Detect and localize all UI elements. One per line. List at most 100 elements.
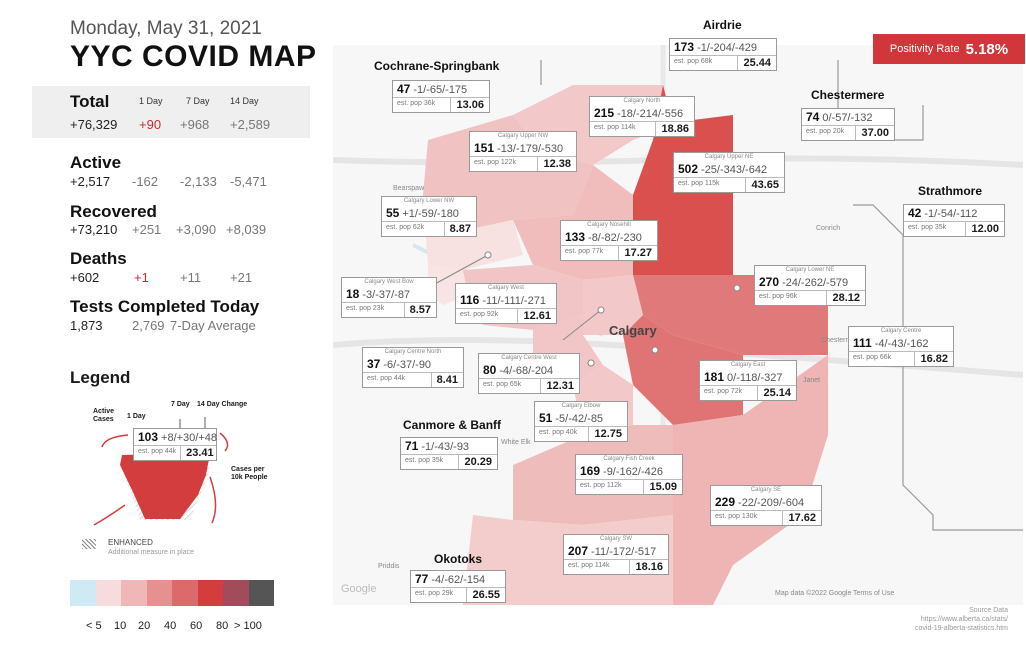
region-card[interactable]: Calgary Upper NW 151 -13/-179/-530 est. pop… [469,131,577,172]
region-change: -13/-179/-530 [497,143,564,155]
region-rate: 18.86 [661,123,689,135]
legend-example-change: +8/+30/+48 [161,432,218,444]
region-card[interactable]: Calgary Centre North 37 -6/-37/-90 est. pop… [362,347,464,388]
region-rate: 17.27 [624,247,652,259]
active-row: +2,517 -162 -2,133 -5,471 [70,174,310,190]
region-card[interactable]: 47 -1/-65/-175 est. pop 36k 13.06 [392,80,490,113]
region-change: -11/-172/-517 [591,546,657,558]
region-cases: 169 [580,464,601,478]
region-cases: 207 [568,544,589,558]
positivity-value: 5.18% [965,40,1009,58]
region-subname: Calgary East [730,362,766,368]
scale-label: 40 [164,620,177,632]
arrow-left [93,504,126,526]
region-se [673,355,828,605]
region-card[interactable]: 173 -1/-204/-429 est. pop 68k 25.44 [669,38,777,71]
region-card-foot: est. pop 40k 12.75 [535,426,627,441]
region-card[interactable]: 74 0/-57/-132 est. pop 20k 37.00 [801,108,895,141]
enhanced-hatch-icon [82,539,96,549]
deaths-row: +602 +1 +11 +21 [70,270,310,286]
region-card[interactable]: Calgary Centre 111 -4/-43/-162 est. pop 66k… [848,326,954,367]
region-rate: 17.62 [788,512,816,524]
region-pop: est. pop 44k [363,373,432,387]
region-card-main: 51 -5/-42/-85 [535,410,627,426]
region-change: -1/-204/-429 [697,42,757,54]
region-card-main: 181 0/-118/-327 [700,369,796,385]
region-card[interactable]: Calgary SW 207 -11/-172/-517 est. pop 114k 1… [563,534,669,575]
region-pop: est. pop 112k [576,480,645,494]
region-cases: 133 [565,230,586,244]
region-pop: est. pop 92k [456,309,519,323]
active-1day: -162 [132,174,159,189]
region-card-main: 37 -6/-37/-90 [363,356,463,372]
legend-example-pop: est. pop 44k [134,446,182,460]
legend-label-1day: 1 Day [127,413,146,420]
region-card-main: 47 -1/-65/-175 [393,81,489,97]
active-label: Active [70,153,122,172]
recovered-1day: +251 [132,222,162,237]
region-subname: Calgary North [623,98,661,104]
region-card-foot: est. pop 20k 37.00 [802,125,894,140]
region-card-main: 173 -1/-204/-429 [670,39,776,55]
region-card[interactable]: Calgary West Bow 18 -3/-37/-87 est. pop 23k… [341,277,437,318]
region-card[interactable]: Calgary Upper NE 502 -25/-343/-642 est. pop… [673,152,785,193]
deaths-label: Deaths [70,249,127,268]
region-name: Airdrie [703,18,742,32]
region-pop: est. pop 77k [561,246,620,260]
region-card[interactable]: Calgary East 181 0/-118/-327 est. pop 72k 25… [699,360,797,401]
region-name: Strathmore [918,184,983,198]
region-card[interactable]: 42 -1/-54/-112 est. pop 35k 12.00 [903,204,1005,237]
region-card-main: 55 +1/-59/-180 [382,205,476,221]
col-header-1day: 1 Day [139,96,163,106]
region-card[interactable]: Calgary SE 229 -22/-209/-604 est. pop 130k 1… [710,485,822,526]
tests-label: Tests Completed Today [70,297,260,316]
region-card[interactable]: Calgary Centre West 80 -4/-68/-204 est. pop… [478,353,580,394]
region-subname: Calgary SE [750,487,782,493]
region-cases: 111 [853,336,872,350]
region-card[interactable]: 71 -1/-43/-93 est. pop 35k 20.29 [400,437,498,470]
region-change: -9/-162/-426 [603,466,663,478]
region-change: 0/-118/-327 [727,372,783,384]
region-card-foot: est. pop 72k 25.14 [700,385,796,400]
region-card[interactable]: Calgary West 116 -11/-111/-271 est. pop 92k… [455,283,557,324]
place-white-elk: White Elk [501,439,531,446]
tests-row: 1,873 2,769 7-Day Average [70,318,310,334]
region-change: -8/-82/-230 [588,232,642,244]
region-name: Cochrane-Springbank [374,59,500,73]
region-pop: est. pop 115k [674,178,747,192]
region-card-main: 77 -4/-62/-154 [411,571,505,587]
region-card-main: 74 0/-57/-132 [802,109,894,125]
region-rate: 13.06 [456,99,484,111]
region-card[interactable]: Calgary Fish Creek 169 -9/-162/-426 est. po… [575,454,683,495]
map-terms[interactable]: Terms of Use [853,590,895,597]
region-card[interactable]: Calgary Lower NE 270 -24/-262/-579 est. pop… [754,265,866,306]
region-rate: 26.55 [472,589,500,601]
region-card[interactable]: Calgary Nosehill 133 -8/-82/-230 est. pop 7… [560,220,658,261]
region-rate: 8.87 [449,223,471,235]
region-card[interactable]: Calgary Elbow 51 -5/-42/-85 est. pop 40k 12.… [534,401,628,442]
tests-value: 1,873 [70,318,103,333]
region-change: +1/-59/-180 [402,208,459,220]
city-label: Calgary [609,323,657,338]
scale-swatch [95,580,121,606]
region-subname: Calgary Lower NE [785,267,835,273]
scale-swatch [197,580,223,606]
tests-avg: 2,769 [132,318,165,333]
scale-swatch [70,580,96,606]
region-cases: 37 [367,357,381,371]
connector-west-bow [432,254,489,286]
region-card-main: 270 -24/-262/-579 [755,274,865,290]
legend-label-7day: 7 Day [171,401,190,408]
scale-label: 10 [114,620,127,632]
positivity-badge: Positivity Rate 5.18% [873,34,1025,64]
region-card-foot: est. pop 112k 15.09 [576,479,682,494]
region-card-foot: est. pop 77k 17.27 [561,245,657,260]
region-card[interactable]: Calgary North 215 -18/-214/-556 est. pop 11… [589,96,695,137]
connector-centre-north [562,309,602,341]
region-card-foot: est. pop 23k 8.57 [342,302,436,317]
region-cases: 502 [678,162,699,176]
region-card[interactable]: 77 -4/-62/-154 est. pop 29k 26.55 [410,570,506,603]
page-title: YYC COVID MAP [70,40,317,73]
region-card[interactable]: Calgary Lower NW 55 +1/-59/-180 est. pop 62… [381,196,477,237]
region-change: -18/-214/-556 [617,108,684,120]
